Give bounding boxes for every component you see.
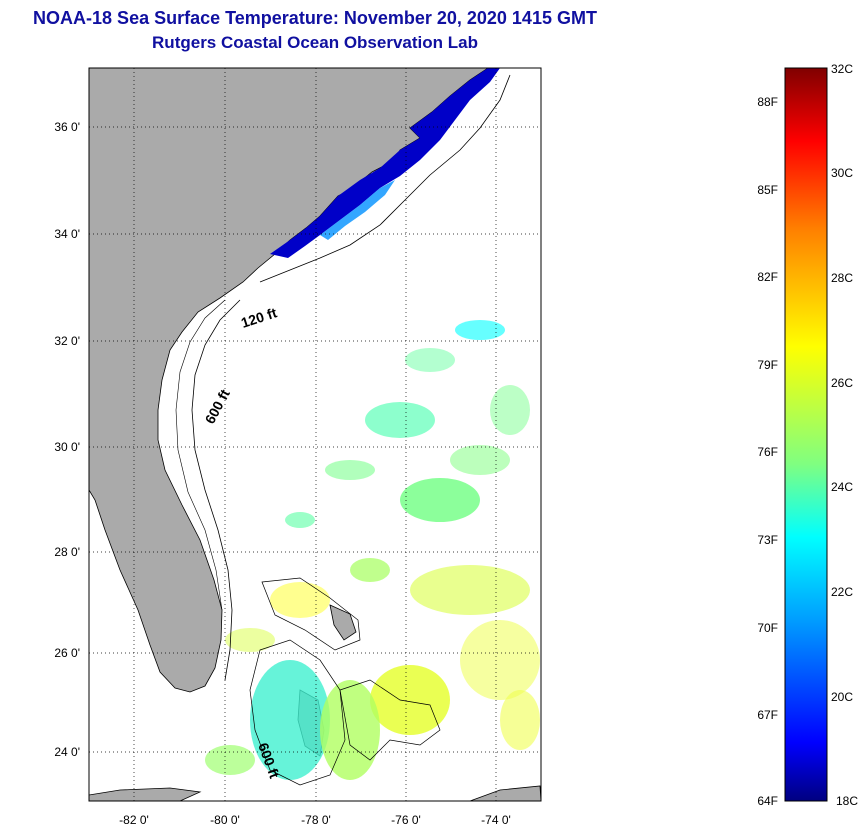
colorbar: [784, 67, 828, 802]
colorbar-c-label: 26C: [831, 376, 853, 390]
colorbar-c-label: 30C: [831, 166, 853, 180]
lat-tick-label: 34 0': [54, 227, 80, 241]
lon-tick-label: -82 0': [119, 813, 149, 827]
colorbar-f-label: 64F: [757, 794, 778, 808]
lat-tick-label: 32 0': [54, 334, 80, 348]
bahamas-island: [329, 604, 357, 641]
sst-cool-band: [320, 180, 395, 240]
cuba-coast: [89, 787, 202, 801]
colorbar-c-label: 28C: [831, 271, 853, 285]
lon-tick-labels: -82 0' -80 0' -78 0' -76 0' -74 0': [119, 813, 511, 827]
colorbar-c-label: 20C: [831, 690, 853, 704]
colorbar-c-label: 22C: [831, 585, 853, 599]
map-title: NOAA-18 Sea Surface Temperature: Novembe…: [33, 8, 597, 28]
lat-tick-labels: 36 0' 34 0' 32 0' 30 0' 28 0' 26 0' 24 0…: [54, 120, 80, 759]
lat-tick-label: 28 0': [54, 545, 80, 559]
lon-tick-label: -80 0': [210, 813, 240, 827]
lat-tick-label: 26 0': [54, 646, 80, 660]
lat-tick-label: 24 0': [54, 745, 80, 759]
colorbar-f-label: 76F: [757, 445, 778, 459]
colorbar-f-label: 70F: [757, 621, 778, 635]
bahamas-contour: [339, 679, 441, 761]
sst-cold-band: [270, 68, 500, 258]
lat-tick-label: 30 0': [54, 440, 80, 454]
lon-tick-label: -74 0': [481, 813, 511, 827]
colorbar-f-labels: 88F 85F 82F 79F 76F 73F 70F 67F 64F: [757, 95, 778, 808]
map-subtitle: Rutgers Coastal Ocean Observation Lab: [152, 33, 478, 52]
sst-patches: [205, 320, 540, 780]
colorbar-f-label: 67F: [757, 708, 778, 722]
colorbar-c-labels: 32C 30C 28C 26C 24C 22C 20C 18C: [831, 62, 858, 808]
isobath-inner: [175, 299, 226, 611]
hispaniola-coast: [469, 785, 541, 801]
colorbar-f-label: 79F: [757, 358, 778, 372]
colorbar-f-label: 88F: [757, 95, 778, 109]
grid-lines: [89, 68, 541, 801]
colorbar-f-label: 85F: [757, 183, 778, 197]
bahamas-contour: [261, 577, 361, 651]
colorbar-c-label: 32C: [831, 62, 853, 76]
map-frame: [88, 67, 542, 802]
lat-tick-label: 36 0': [54, 120, 80, 134]
colorbar-f-label: 82F: [757, 270, 778, 284]
isobath-600ft: [191, 299, 241, 681]
colorbar-c-label: 24C: [831, 480, 853, 494]
lon-tick-label: -78 0': [301, 813, 331, 827]
lon-tick-label: -76 0': [391, 813, 421, 827]
colorbar-c-label: 18C: [836, 794, 858, 808]
isobath-120ft: [259, 74, 511, 283]
colorbar-f-label: 73F: [757, 533, 778, 547]
